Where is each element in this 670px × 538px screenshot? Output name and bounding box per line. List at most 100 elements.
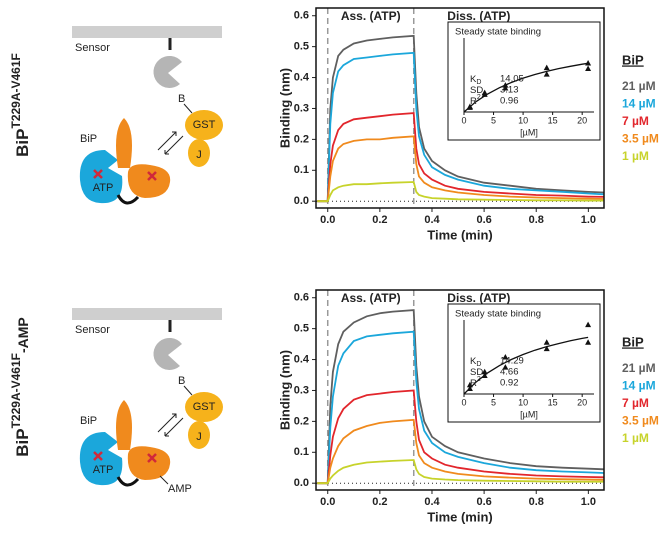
mutation-mark [147, 171, 157, 181]
stat-sup: 2 [477, 376, 481, 383]
b-label: B [178, 93, 185, 105]
stat-name: R [470, 96, 477, 107]
lid [116, 400, 132, 450]
stat-label: R2 [470, 94, 481, 106]
data-point [502, 354, 509, 360]
y-tick-label: 0.3 [294, 384, 309, 396]
data-point [481, 89, 488, 96]
stat-name: K [470, 74, 477, 85]
inset-x-tick-label: 15 [548, 397, 558, 407]
bip-label: BiP [80, 415, 97, 427]
row-label-sup: T229A-V461F [9, 353, 23, 428]
inset-x-tick-label: 10 [518, 397, 528, 407]
j-label: J [196, 431, 202, 443]
b-label: B [178, 375, 185, 387]
row-label-main: BiP [13, 129, 32, 157]
y-tick-label: 0.2 [294, 133, 309, 145]
data-point [466, 385, 473, 391]
stat-name: R [470, 378, 477, 389]
legend-title: BiP [622, 334, 644, 349]
x-tick-label: 0.4 [424, 214, 440, 226]
sensor-bar [72, 26, 222, 38]
legend-entry: 3.5 µM [622, 132, 659, 146]
legend-entry: 14 µM [622, 379, 656, 393]
gst-label: GST [193, 119, 216, 131]
data-point [543, 339, 550, 345]
plot-frame [315, 289, 605, 491]
data-point [585, 59, 592, 66]
sensor-label: Sensor [75, 324, 110, 336]
legend-entry: 21 µM [622, 79, 656, 93]
y-tick-label: 0.3 [294, 102, 309, 114]
data-point [502, 84, 509, 91]
data-point [466, 381, 473, 388]
y-tick-label: 0.4 [294, 71, 310, 83]
interdomain-linker [116, 476, 140, 487]
inset-x-tick-label: 20 [577, 115, 587, 125]
amp-link [159, 475, 169, 485]
stat-value: 14.29 [500, 356, 524, 367]
phase-label: Diss. (ATP) [447, 9, 510, 23]
stat-label: SD [470, 367, 483, 378]
gst [185, 110, 223, 140]
stat-label: R2 [470, 376, 481, 388]
atp-label: ATP [93, 182, 114, 194]
legend-entry: 7 µM [622, 396, 649, 410]
y-axis-label: Binding (nm) [277, 68, 292, 148]
y-tick-label: 0.1 [294, 164, 309, 176]
sbd [127, 446, 171, 480]
amp-label: AMP [168, 483, 192, 495]
stat-value: 0.92 [500, 378, 519, 389]
data-point [543, 345, 550, 352]
legend-entry: 21 µM [622, 361, 656, 375]
bip-label: BiP [80, 133, 97, 145]
row-label: BiPT229A-V461F [9, 53, 32, 157]
b-link [183, 103, 193, 114]
stat-label: KD [470, 356, 481, 369]
x-axis-label: Time (min) [427, 227, 493, 242]
stat-label: SD [470, 85, 483, 96]
phase-label: Diss. (ATP) [447, 291, 510, 305]
y-tick-label: 0.0 [294, 477, 309, 489]
plot-frame [315, 7, 605, 209]
legend-title: BiP [622, 52, 644, 67]
x-tick-label: 1.0 [581, 496, 596, 508]
mutation-mark [93, 169, 103, 179]
row-label-sup: T229A-V461F [9, 53, 23, 128]
mutation-mark [147, 453, 157, 463]
data-point [481, 368, 488, 375]
inset-x-tick-label: 15 [548, 115, 558, 125]
legend-entry: 3.5 µM [622, 414, 659, 428]
inset-x-tick-label: 0 [461, 115, 466, 125]
x-tick-label: 0.6 [476, 496, 491, 508]
stat-value: 3.13 [500, 85, 519, 96]
lid [116, 118, 132, 168]
data-point [502, 364, 509, 370]
stat-sup: 2 [477, 94, 481, 101]
y-tick-label: 0.4 [294, 353, 310, 365]
stat-name: K [470, 356, 477, 367]
stat-sub: D [476, 79, 481, 86]
equilibrium-arrows [157, 413, 184, 437]
x-tick-label: 0.0 [320, 496, 335, 508]
phase-label: Ass. (ATP) [341, 291, 401, 305]
inset-x-label: [µM] [520, 409, 538, 419]
j-label: J [196, 149, 202, 161]
stat-name: SD [470, 85, 483, 96]
inset-x-label: [µM] [520, 127, 538, 137]
inset-frame [447, 21, 601, 141]
y-tick-label: 0.6 [294, 10, 309, 22]
trace [317, 389, 605, 485]
inset-title: Steady state binding [455, 27, 541, 38]
data-point [481, 372, 488, 378]
stat-sub: D [476, 361, 481, 368]
y-tick-label: 0.2 [294, 415, 309, 427]
y-tick-label: 0.5 [294, 323, 309, 335]
atp-label: ATP [93, 464, 114, 476]
sensor-label: Sensor [75, 42, 110, 54]
sbd [127, 164, 171, 198]
stat-value: 0.96 [500, 96, 519, 107]
legend-entry: 14 µM [622, 97, 656, 111]
trace [317, 459, 604, 485]
